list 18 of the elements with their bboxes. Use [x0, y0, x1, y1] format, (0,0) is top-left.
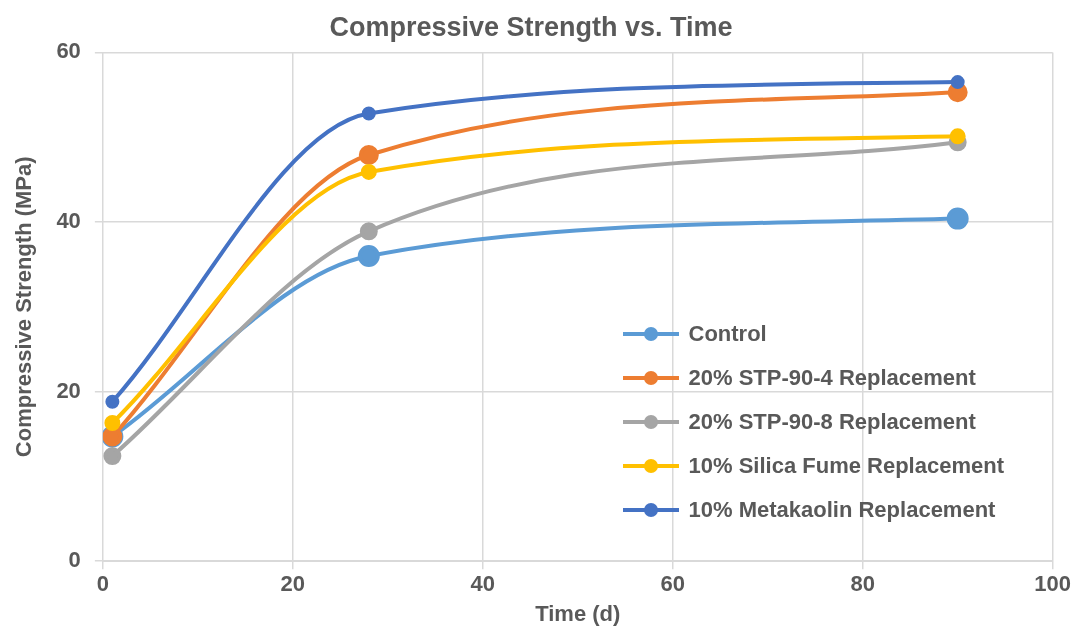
y-tick-label: 60: [56, 38, 81, 64]
legend-label: 20% STP-90-4 Replacement: [688, 365, 976, 391]
legend-label: 10% Silica Fume Replacement: [688, 453, 1004, 479]
y-tick-label: 0: [68, 547, 81, 573]
y-tick-label: 20: [56, 377, 81, 403]
chart-title: Compressive Strength vs. Time: [329, 11, 733, 42]
x-tick-label: 0: [96, 571, 109, 597]
x-tick-label: 80: [850, 571, 875, 597]
y-tick-label: 40: [56, 208, 81, 234]
legend-label: 20% STP-90-8 Replacement: [688, 409, 976, 435]
x-tick-label: 20: [280, 571, 306, 597]
y-axis-title: Compressive Strength (MPa): [11, 156, 37, 458]
x-tick-label: 100: [1034, 571, 1072, 597]
x-axis-title: Time (d): [535, 600, 621, 626]
legend-label: 10% Metakaolin Replacement: [688, 497, 996, 523]
x-tick-label: 40: [470, 571, 496, 597]
legend-label: Control: [688, 321, 767, 347]
x-tick-label: 60: [660, 571, 685, 597]
